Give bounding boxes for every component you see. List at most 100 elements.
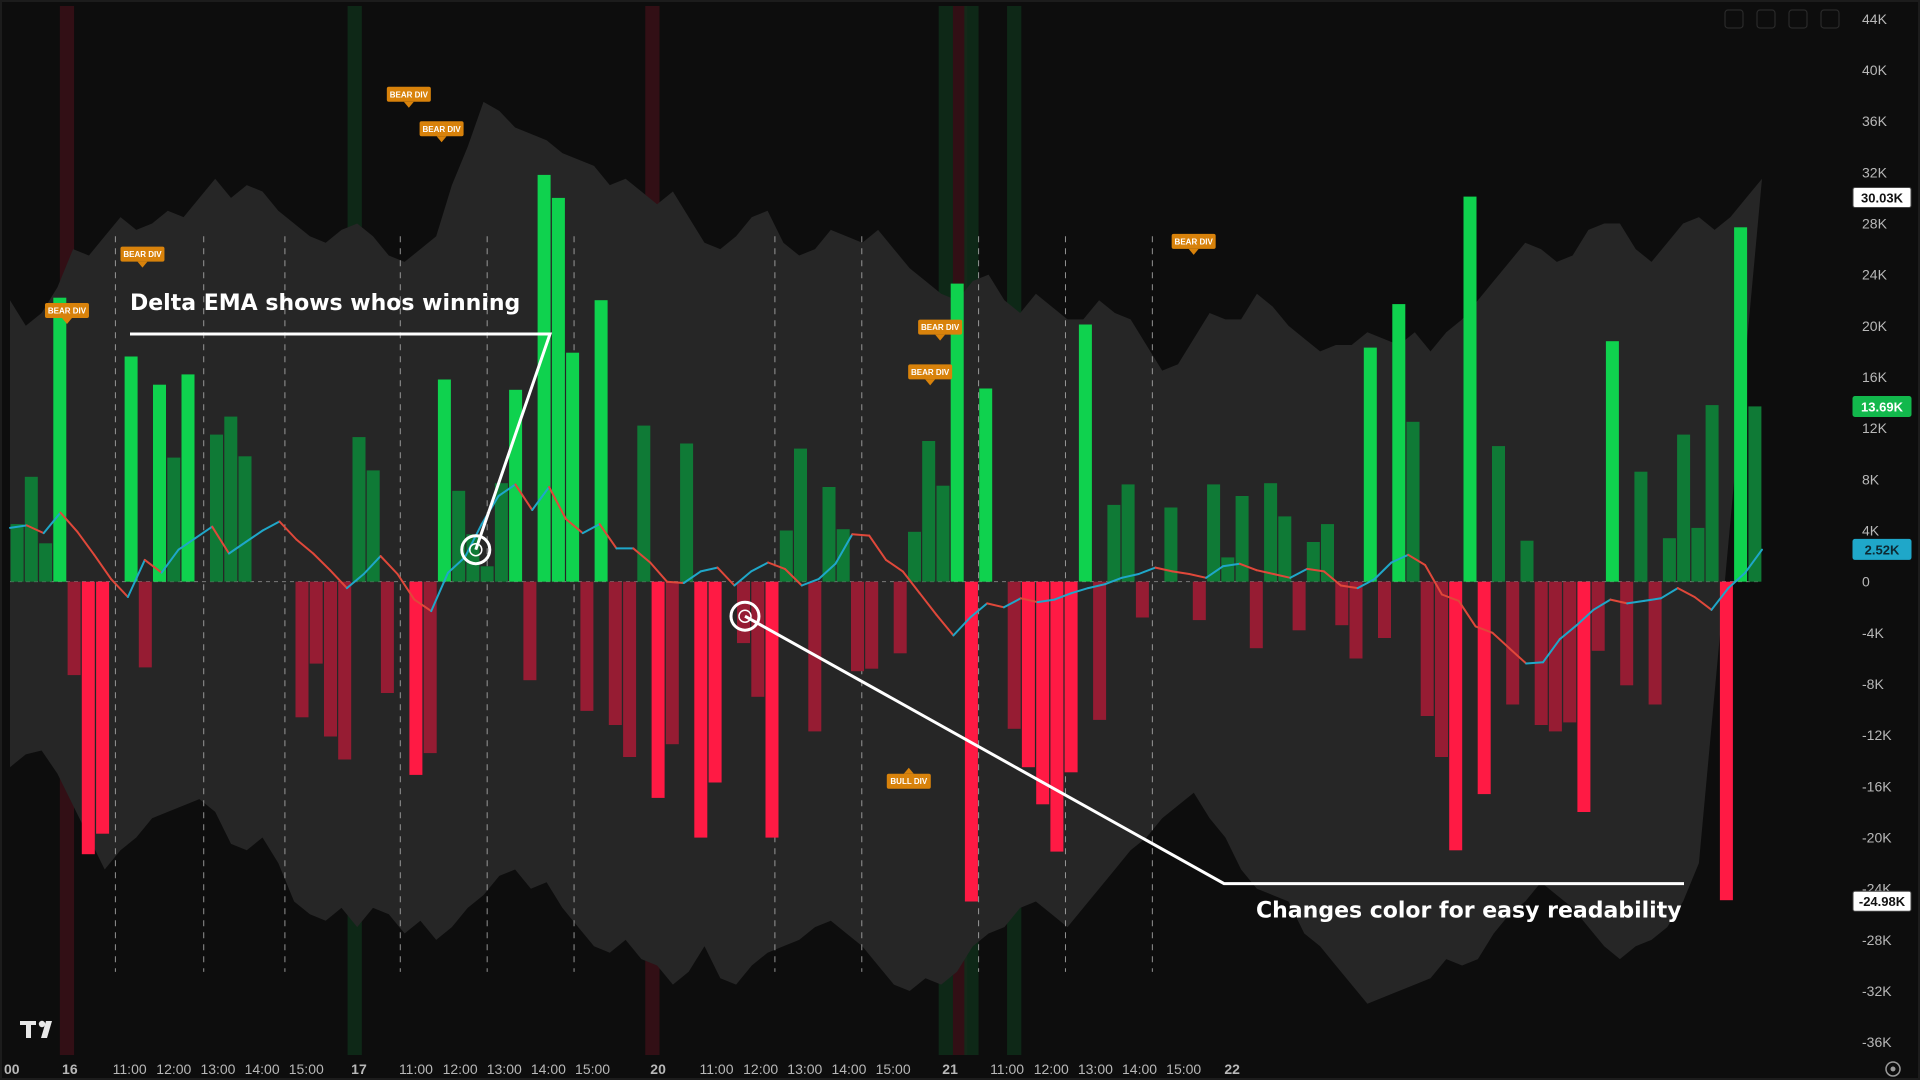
chart-up-icon[interactable] [1724,9,1744,29]
signal-pointer [1188,248,1199,255]
ema-segment [211,525,230,555]
ema-segment [531,486,551,511]
ema-segment [733,570,753,587]
x-axis[interactable]: 00 16 11:00 12:00 13:00 14:00 15:00 17 11:00 12:0… [4,1061,1240,1077]
delta-bar-negative [423,581,437,754]
ema-segment [1744,548,1763,574]
delta-ema-line [9,483,1763,665]
x-tick-label: 13:00 [200,1061,235,1077]
ema-segment [952,616,972,637]
delta-bar-positive [1207,484,1221,582]
signal-pointer [137,261,148,268]
bear-div-signal: BEAR DIV [419,121,464,143]
y-tick-label: 44K [1862,11,1888,27]
signal-label: BEAR DIV [921,323,960,332]
settings-gear-icon[interactable] [1885,1061,1901,1077]
annotation-leader-line [744,614,1684,886]
chart-reset-icon[interactable] [1756,9,1776,29]
bull-div-signal: BULL DIV [886,767,931,789]
signal-box [908,364,953,380]
bear-div-signal: BEAR DIV [386,86,431,108]
ema-segment [1440,593,1460,602]
signal-box [44,302,89,318]
ema-segment [1002,597,1022,609]
signal-pointer [436,136,447,143]
ema-segment [228,541,247,555]
tradingview-logo-icon [20,1020,52,1038]
x-tick-label: 00 [4,1061,20,1077]
delta-bar-positive [238,456,252,582]
price-tag: 30.03K [1852,187,1912,209]
price-tag-box [1852,538,1912,560]
x-tick-label: 11:00 [699,1061,733,1077]
delta-bar-positive [1634,471,1648,582]
y-tick-label: -8K [1862,676,1884,692]
ema-segment [868,534,887,561]
delta-bar-negative [295,581,309,718]
ema-segment [295,538,315,555]
ema-segment [632,547,652,564]
delta-bar-negative [1449,581,1463,851]
delta-bar-negative [1192,581,1206,621]
bear-div-signal: BEAR DIV [918,319,963,341]
delta-bar-negative [651,581,665,798]
ema-segment [1643,597,1662,602]
delta-bar-negative [694,581,708,838]
ema-segment [716,566,736,587]
ema-segment [1238,562,1258,572]
x-tick-label: 15:00 [289,1061,324,1077]
delta-bar-positive [1392,304,1406,582]
delta-bar-negative [1563,581,1577,723]
y-tick-label: 4K [1862,523,1880,539]
delta-bar-positive [822,487,836,582]
x-tick-label: 14:00 [531,1061,566,1077]
ema-segment [396,573,416,601]
ema-segment [1087,583,1106,590]
y-axis[interactable]: 44K 40K 36K 32K 28K 24K 20K 16K 12K 8K 4K 0 -4K -8K -1… [1862,11,1892,1050]
delta-bar-negative [1420,581,1434,716]
delta-bar-negative [1007,581,1021,729]
delta-bar-positive [1605,341,1619,582]
signal-label: BEAR DIV [422,125,461,134]
volatility-band [10,101,1762,1004]
ema-segment [59,511,79,533]
ema-segment [1727,571,1747,590]
delta-bar-positive [24,476,38,582]
annotation-text: Delta EMA shows whos winning [130,291,520,316]
ema-segment [1542,638,1561,664]
x-tick-label: 14:00 [1122,1061,1157,1077]
ema-segment [1373,561,1393,581]
signal-box [886,773,931,789]
ema-segment [783,567,803,587]
delta-bar-positive [1734,227,1748,582]
ema-segment [430,571,449,613]
ema-segment [76,530,96,556]
ema-segment [1356,578,1376,590]
delta-bar-positive [1677,434,1691,582]
annotation-target-dot [738,609,752,623]
signal-label: BULL DIV [890,777,927,786]
delta-bar-positive [1492,446,1505,582]
ema-segment [514,483,534,511]
delta-bar-negative [708,581,722,783]
logo-dot [38,1020,46,1028]
y-tick-label: 12K [1862,420,1888,436]
delta-bar-negative [1064,581,1078,773]
y-tick-label: 16K [1862,369,1888,385]
delta-bar-negative [138,581,152,668]
ema-segment [1137,566,1157,575]
price-tag: -24.98K [1852,890,1912,912]
price-tag-label: -24.98K [1859,894,1906,909]
chart-window-icon[interactable] [1820,9,1840,29]
x-tick-label: 13:00 [1078,1061,1113,1077]
delta-bar-negative [1135,581,1149,618]
delta-bar-positive [210,434,223,582]
ema-segment [1036,598,1056,604]
price-tag: 13.69K [1852,396,1912,418]
y-tick-label: 0 [1862,574,1870,590]
delta-bar-negative [380,581,394,693]
chart-close-icon[interactable] [1788,9,1808,29]
